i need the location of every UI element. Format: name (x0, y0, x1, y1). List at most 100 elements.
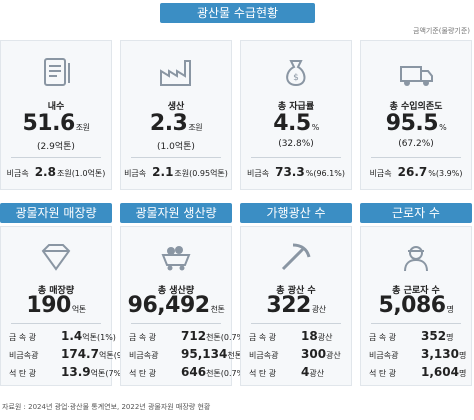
icon-svg (41, 244, 71, 271)
row-label: 금 속 광 (369, 333, 397, 342)
breakdown-row: 석 탄 광 1,604명 (369, 365, 467, 379)
row-rest: 억톤(1%) (82, 333, 116, 342)
card-value: 2.3 (149, 111, 188, 136)
breakdown-row: 금 속 광 352명 (369, 329, 467, 343)
summary-card: 총 수입의존도 95.5% (67.2%) 비금속 26.7%(3.9%) (360, 40, 472, 190)
icon (37, 55, 75, 91)
svg-text:$: $ (293, 73, 299, 83)
detail-value: 2.1 (152, 165, 174, 179)
detail: 비금속 26.7%(3.9%) (361, 165, 471, 179)
unit-note: 금액기준(물량기준) (413, 27, 470, 35)
detail-label: 비금속 (247, 169, 270, 178)
card-unit: 광산 (311, 305, 326, 314)
icon (277, 239, 315, 275)
row-label: 석 탄 광 (369, 369, 397, 378)
detail: 비금속 2.1조원(0.95억톤) (121, 165, 231, 179)
card-unit: 천톤 (210, 305, 225, 314)
divider (131, 157, 221, 158)
icon (397, 55, 435, 91)
divider (11, 323, 101, 324)
divider (371, 157, 461, 158)
detail: 비금속 73.3%(96.1%) (241, 165, 351, 179)
row-rest: 명 (446, 333, 454, 342)
card-label: 내수 (47, 102, 65, 112)
section-title: 광물자원 매장량 (0, 203, 112, 223)
card-value-line: 322광산 (241, 293, 351, 318)
icon-svg (161, 246, 191, 271)
card-value-line: 190억톤 (1, 293, 111, 318)
row-label: 비금속광 (249, 351, 279, 360)
card-value: 95.5 (385, 111, 439, 136)
row-label: 석 탄 광 (129, 369, 157, 378)
card-unit: 조원 (188, 123, 203, 132)
breakdown-row: 금 속 광 18광산 (249, 329, 347, 343)
row-value: 1.4 (61, 329, 83, 343)
summary-card: 내수 51.6조원 (2.9억톤) 비금속 2.8조원(1.0억톤) (0, 40, 112, 190)
row-label: 비금속광 (129, 351, 159, 360)
card-sub: (32.8%) (278, 139, 314, 149)
divider (131, 323, 221, 324)
section-title: 근로자 수 (360, 203, 472, 223)
icon-svg (400, 66, 433, 86)
divider (371, 323, 461, 324)
card-value-line: 96,492천톤 (121, 293, 231, 318)
section-card: 총 광산 수 322광산 금 속 광 18광산 비금속광 300광산 석 탄 광 4광산 (240, 226, 352, 386)
card-unit: 조원 (75, 123, 90, 132)
detail-rest: %(96.1%) (305, 169, 345, 178)
row-label: 비금속광 (9, 351, 39, 360)
card-value: 190 (26, 293, 71, 318)
icon-svg (44, 58, 70, 86)
card-label: 총 근로자 수 (392, 286, 440, 296)
row-rest: 광산 (317, 333, 333, 342)
icon-svg (160, 60, 191, 86)
row-label: 석 탄 광 (9, 369, 37, 378)
card-value-line: 2.3조원 (121, 111, 231, 136)
card-unit: % (439, 123, 447, 132)
row-value: 712 (181, 329, 207, 343)
summary-card: $ 총 자급률 4.5% (32.8%) 비금속 73.3%(96.1%) (240, 40, 352, 190)
row-label: 금 속 광 (129, 333, 157, 342)
card-value: 96,492 (127, 293, 210, 318)
card-unit: 명 (446, 305, 454, 314)
breakdown-row: 석 탄 광 646천톤(0.7%) (129, 365, 247, 379)
row-rest: 광산 (309, 369, 325, 378)
detail-rest: 조원(1.0억톤) (56, 169, 106, 178)
divider (251, 157, 341, 158)
row-rest: 명 (458, 351, 467, 360)
icon (157, 55, 195, 91)
icon-svg: $ (286, 60, 306, 87)
breakdown-row: 석 탄 광 4광산 (249, 365, 347, 379)
card-value: 51.6 (22, 111, 75, 136)
row-rest: 명 (458, 369, 467, 378)
card-value-line: 4.5% (241, 111, 351, 136)
row-label: 금 속 광 (249, 333, 277, 342)
detail-value: 2.8 (34, 165, 56, 179)
card-unit: % (311, 123, 320, 132)
breakdown-row: 금 속 광 1.4억톤(1%) (9, 329, 116, 343)
card-value: 4.5 (273, 111, 311, 136)
detail-label: 비금속 (124, 169, 147, 178)
detail-value: 26.7 (397, 165, 428, 179)
detail-rest: %(3.9%) (428, 169, 463, 178)
row-label: 비금속광 (369, 351, 399, 360)
row-rest: 천톤(0.7%) (206, 369, 248, 378)
breakdown-row: 석 탄 광 13.9억톤(7%) (9, 365, 124, 379)
breakdown-row: 비금속광 3,130명 (369, 347, 467, 361)
card-label: 총 수입의존도 (389, 102, 443, 112)
card-label: 총 생산량 (157, 286, 195, 296)
row-rest: 억톤(7%) (90, 369, 125, 378)
card-label: 총 자급률 (277, 102, 315, 112)
divider (11, 157, 101, 158)
card-label: 총 광산 수 (276, 286, 316, 296)
icon: $ (277, 55, 315, 91)
detail-rest: 조원(0.95억톤) (174, 169, 228, 178)
summary-card: 생산 2.3조원 (1.0억톤) 비금속 2.1조원(0.95억톤) (120, 40, 232, 190)
breakdown-row: 비금속광 174.7억톤(92%) (9, 347, 138, 361)
card-value-line: 5,086명 (361, 293, 471, 318)
row-rest: 억톤(92%) (98, 351, 138, 360)
row-label: 금 속 광 (9, 333, 37, 342)
